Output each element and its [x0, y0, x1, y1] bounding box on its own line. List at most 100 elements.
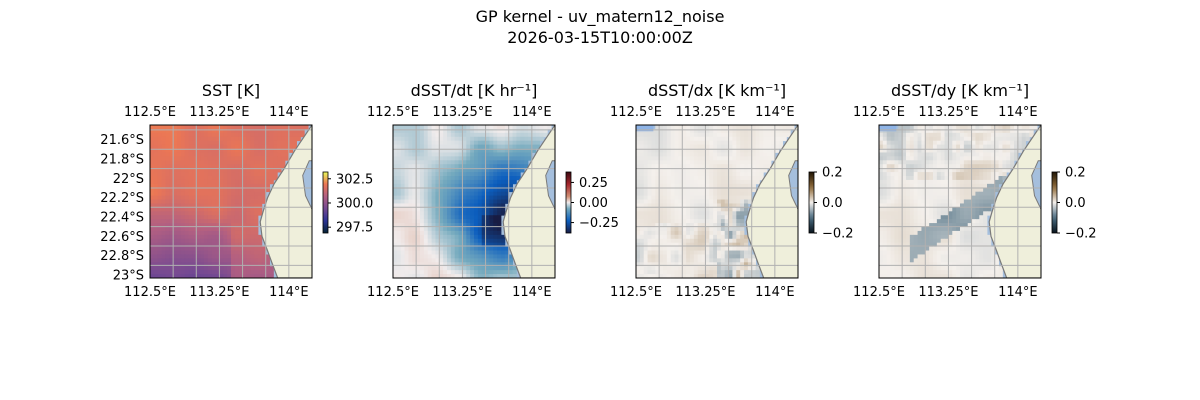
- heatmap-cell: [524, 144, 529, 149]
- heatmap-cell: [412, 128, 417, 134]
- heatmap-cell: [516, 128, 521, 134]
- heatmap-cell: [902, 199, 907, 204]
- heatmap-cell: [501, 211, 506, 216]
- heatmap-cell: [173, 172, 178, 177]
- heatmap-cell: [408, 136, 413, 142]
- heatmap-cell: [169, 250, 174, 255]
- heatmap-cell: [431, 156, 436, 161]
- heatmap-cell: [643, 199, 648, 204]
- heatmap-cell: [906, 125, 911, 130]
- heatmap-cell: [493, 179, 498, 185]
- heatmap-cell: [439, 262, 444, 267]
- heatmap-cell: [466, 160, 471, 165]
- heatmap-cell: [489, 219, 494, 224]
- heatmap-cell: [728, 223, 733, 228]
- heatmap-cell: [177, 183, 182, 189]
- heatmap-cell: [971, 199, 976, 204]
- heatmap-cell: [925, 183, 930, 189]
- heatmap-cell: [674, 136, 679, 142]
- heatmap-cell: [508, 128, 513, 134]
- heatmap-cell: [686, 215, 691, 220]
- heatmap-cell: [269, 156, 274, 161]
- heatmap-cell: [902, 234, 907, 240]
- heatmap-cell: [651, 250, 656, 255]
- heatmap-cell: [161, 242, 166, 248]
- heatmap-cell: [917, 148, 922, 153]
- heatmap-cell: [504, 250, 510, 255]
- heatmap-cell: [1017, 148, 1023, 153]
- heatmap-cell: [771, 152, 776, 157]
- heatmap-cell: [751, 274, 756, 278]
- heatmap-cell: [724, 199, 729, 204]
- heatmap-cell: [751, 270, 756, 275]
- heatmap-cell: [913, 215, 918, 220]
- heatmap-cell: [454, 144, 459, 149]
- heatmap-cell: [720, 136, 726, 142]
- heatmap-cell: [501, 187, 506, 193]
- heatmap-cell: [697, 258, 702, 263]
- heatmap-cell: [990, 195, 996, 200]
- heatmap-cell: [956, 238, 961, 244]
- heatmap-cell: [728, 183, 733, 189]
- heatmap-cell: [261, 270, 267, 275]
- heatmap-cell: [231, 203, 236, 208]
- heatmap-cell: [697, 266, 702, 271]
- heatmap-cell: [184, 266, 189, 271]
- heatmap-cell: [439, 172, 444, 177]
- heatmap-cell: [192, 266, 197, 271]
- heatmap-cell: [674, 258, 679, 263]
- heatmap-cell: [454, 215, 459, 220]
- heatmap-cell: [400, 164, 405, 169]
- heatmap-cell: [655, 219, 660, 224]
- heatmap-cell: [485, 191, 490, 197]
- heatmap-cell: [740, 195, 745, 200]
- heatmap-cell: [639, 144, 645, 149]
- heatmap-cell: [917, 223, 922, 228]
- heatmap-cell: [659, 168, 664, 173]
- heatmap-cell: [678, 246, 683, 251]
- heatmap-cell: [960, 172, 965, 177]
- heatmap-cell: [412, 156, 417, 161]
- heatmap-cell: [184, 199, 189, 204]
- heatmap-cell: [929, 172, 934, 177]
- heatmap-cell: [211, 262, 216, 267]
- heatmap-cell: [909, 195, 915, 200]
- heatmap-cell: [215, 250, 220, 255]
- heatmap-cell: [744, 183, 749, 189]
- heatmap-cell: [890, 176, 895, 181]
- heatmap-cell: [971, 207, 976, 212]
- heatmap-cell: [165, 215, 170, 220]
- heatmap-cell: [485, 234, 490, 240]
- heatmap-cell: [647, 179, 652, 185]
- heatmap-cell: [177, 179, 182, 185]
- heatmap-cell: [690, 140, 695, 146]
- heatmap-cell: [431, 238, 436, 244]
- heatmap-cell: [153, 254, 159, 259]
- heatmap-cell: [501, 250, 506, 255]
- heatmap-cell: [400, 203, 405, 208]
- heatmap-cell: [423, 144, 429, 149]
- heatmap-cell: [169, 168, 174, 173]
- heatmap-cell: [157, 211, 162, 216]
- heatmap-cell: [639, 183, 645, 189]
- heatmap-cell: [956, 128, 961, 134]
- heatmap-cell: [713, 160, 718, 165]
- heatmap-cell: [192, 164, 197, 169]
- heatmap-cell: [435, 152, 440, 157]
- heatmap-cell: [732, 266, 737, 271]
- heatmap-cell: [435, 128, 440, 134]
- heatmap-cell: [497, 176, 502, 181]
- heatmap-cell: [466, 183, 471, 189]
- heatmap-cell: [242, 148, 247, 153]
- heatmap-cell: [504, 148, 510, 153]
- heatmap-cell: [1002, 152, 1007, 157]
- heatmap-cell: [450, 270, 456, 275]
- heatmap-cell: [165, 207, 170, 212]
- heatmap-cell: [454, 262, 459, 267]
- heatmap-cell: [940, 128, 945, 134]
- heatmap-cell: [647, 219, 652, 224]
- heatmap-cell: [219, 183, 224, 189]
- heatmap-cell: [489, 199, 494, 204]
- heatmap-cell: [747, 172, 753, 177]
- heatmap-cell: [246, 234, 251, 240]
